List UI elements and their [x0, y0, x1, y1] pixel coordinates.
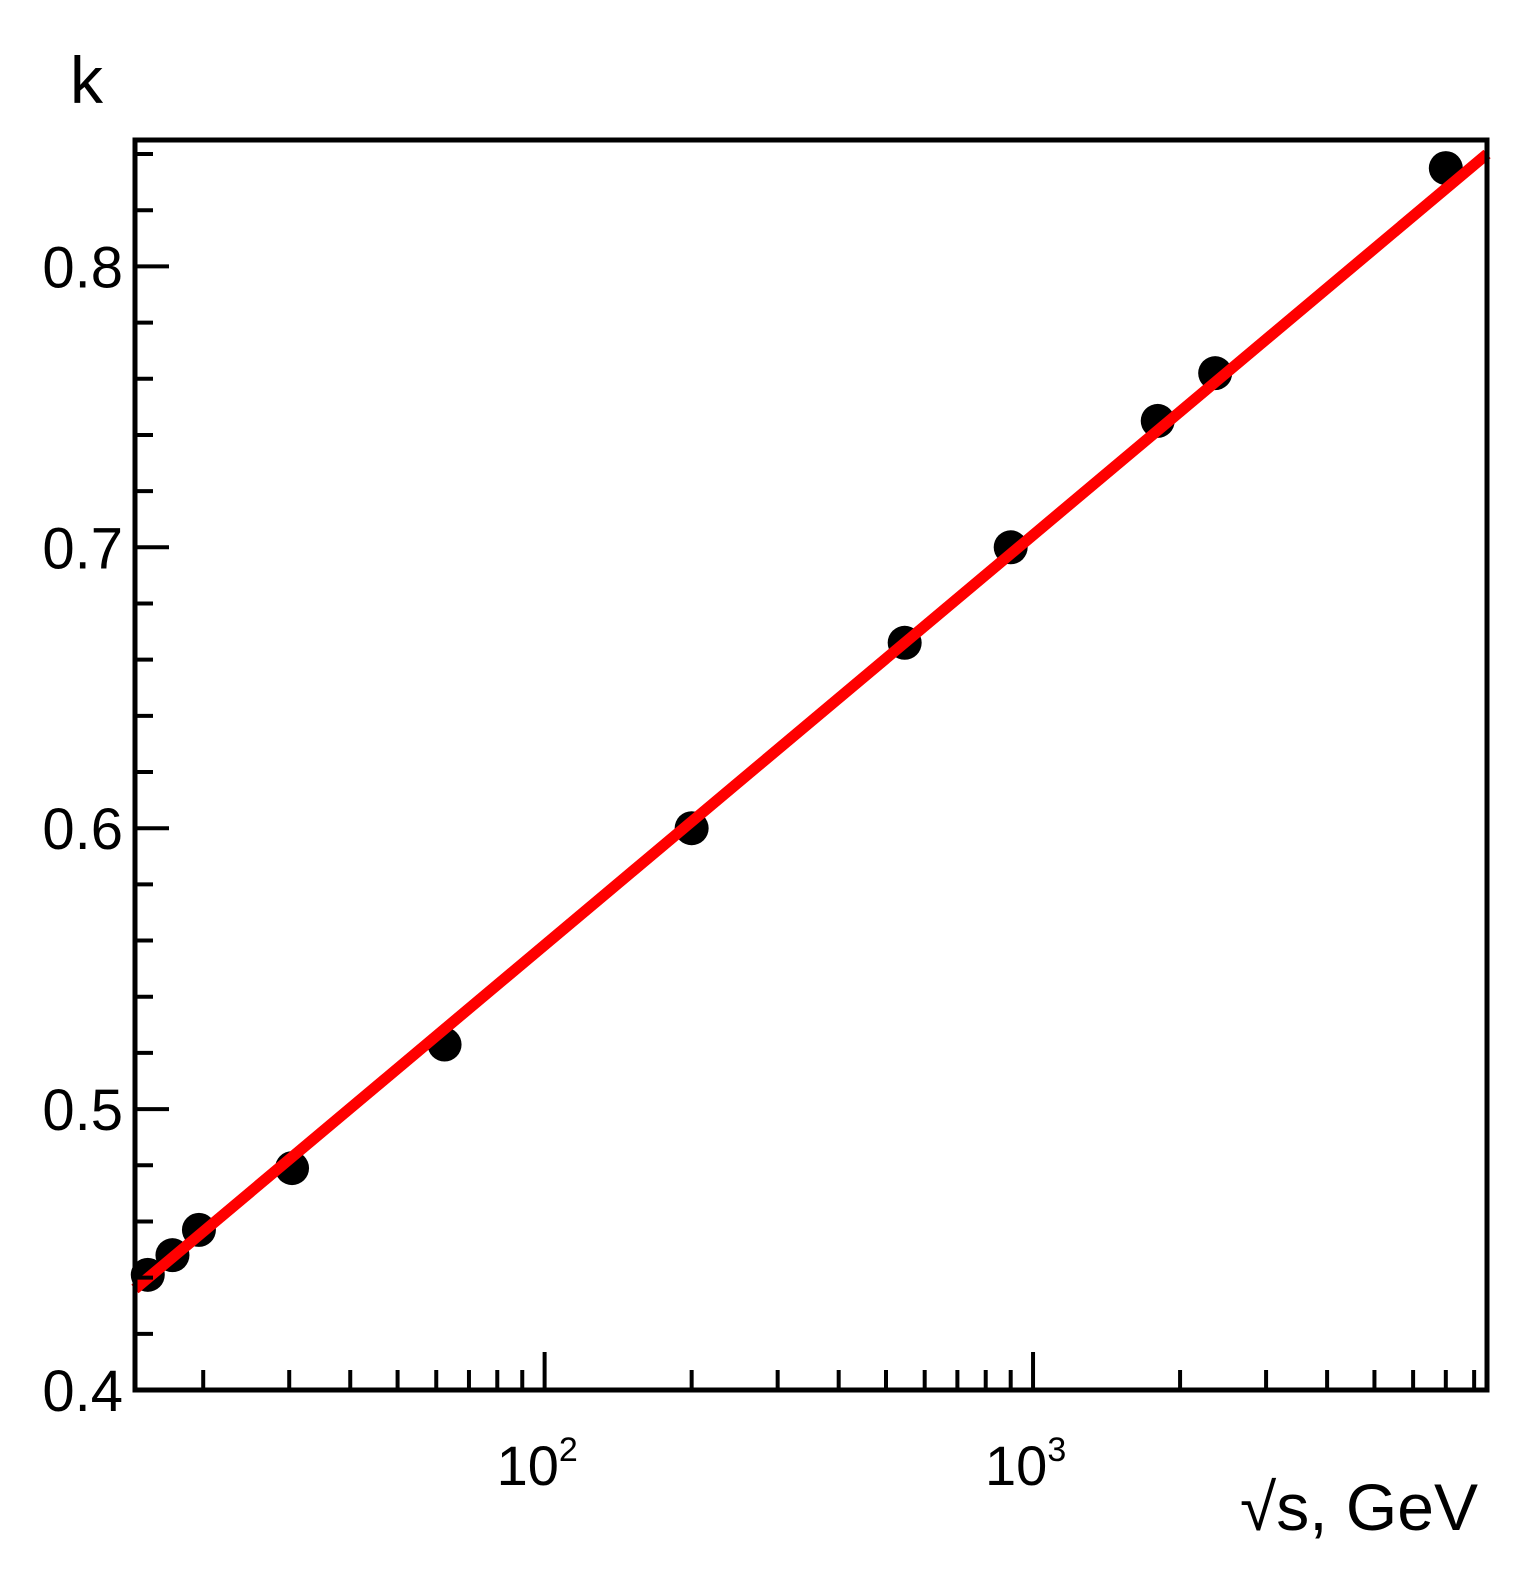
- x-axis-title: √s, GeV: [1240, 1470, 1478, 1544]
- y-tick-label: 0.7: [42, 516, 123, 581]
- data-points-layer: [130, 149, 1491, 1294]
- x-axis-title-group: √s, GeV: [1240, 1470, 1478, 1544]
- y-axis-title: k: [70, 43, 104, 117]
- ticks-layer: [135, 152, 1477, 1392]
- y-tick-label: 0.5: [42, 1078, 123, 1143]
- x-tick-label: 103: [985, 1431, 1066, 1497]
- y-tick-label: 0.8: [42, 235, 123, 300]
- y-axis-title-group: k: [70, 43, 104, 117]
- fit-line-overlay: [131, 149, 1491, 1294]
- plot-frame: [132, 137, 1490, 1393]
- x-tick-label: 102: [497, 1431, 578, 1497]
- y-tick-label: 0.4: [42, 1359, 123, 1424]
- tick-labels-layer: 0.4 0.5 0.6 0.7 0.8 102 103: [42, 235, 1066, 1497]
- y-tick-label: 0.6: [42, 797, 123, 862]
